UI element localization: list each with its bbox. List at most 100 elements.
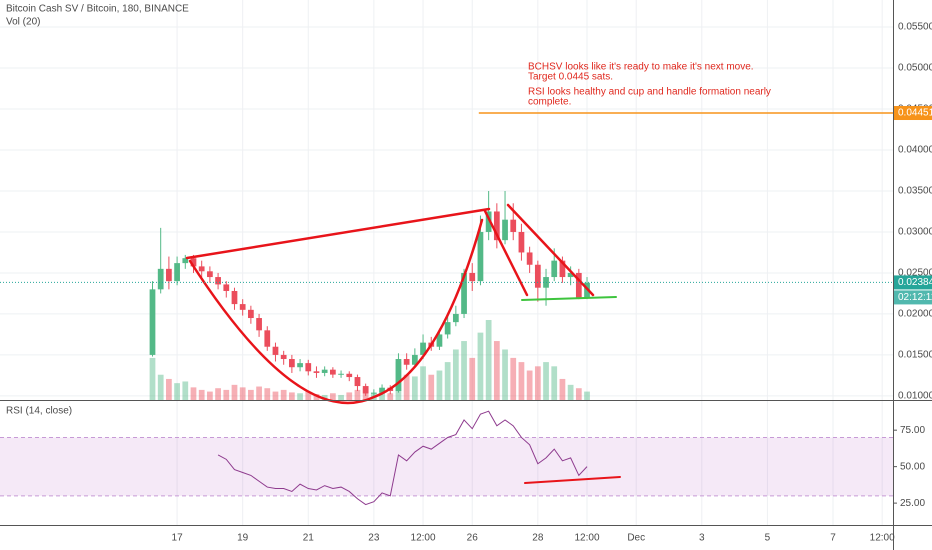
volume-bar bbox=[502, 349, 508, 400]
volume-bar bbox=[411, 376, 418, 400]
candle-body bbox=[379, 387, 385, 393]
x-tick-label: 28 bbox=[532, 533, 544, 544]
volume-bar bbox=[584, 391, 590, 400]
candle-body bbox=[215, 277, 221, 285]
x-tick-label: 5 bbox=[765, 533, 771, 544]
volume-bar bbox=[469, 357, 476, 400]
volume-bar bbox=[493, 341, 500, 400]
candle-body bbox=[518, 231, 525, 253]
candle-body bbox=[166, 268, 172, 282]
volume-bar bbox=[526, 370, 533, 400]
last-price-box bbox=[894, 275, 932, 290]
candle-body bbox=[502, 219, 508, 241]
target-label: 0.044512 bbox=[898, 108, 932, 119]
volume-bar bbox=[198, 389, 205, 400]
x-tick-label: 19 bbox=[237, 533, 249, 544]
volume-bar bbox=[223, 389, 230, 400]
x-tick-label: 3 bbox=[699, 533, 705, 544]
last-price-label: 0.023845 bbox=[898, 277, 932, 288]
candle-body bbox=[469, 272, 476, 282]
candle-body bbox=[575, 272, 582, 298]
candle-body bbox=[526, 252, 533, 265]
x-tick-label: 23 bbox=[368, 533, 380, 544]
candle-body bbox=[272, 346, 279, 355]
x-tick-label: Dec bbox=[627, 533, 645, 544]
annotation: complete. bbox=[528, 97, 571, 108]
candle-body bbox=[321, 369, 328, 373]
rsi-label: RSI (14, close) bbox=[6, 406, 72, 417]
volume-bar bbox=[313, 394, 320, 400]
cup-curve bbox=[188, 218, 484, 405]
candle-body bbox=[223, 284, 230, 291]
candle-body bbox=[485, 211, 492, 232]
candle-body bbox=[436, 334, 443, 347]
volume-bar bbox=[485, 320, 492, 400]
annotation: Target 0.0445 sats. bbox=[528, 72, 613, 83]
volume-bar bbox=[166, 378, 172, 400]
trend-line bbox=[185, 207, 491, 260]
volume-bar bbox=[190, 387, 197, 400]
y-tick-label: 0.055000 bbox=[898, 22, 932, 33]
volume-bar bbox=[231, 384, 238, 400]
volume-bar bbox=[559, 378, 566, 400]
candle-body bbox=[289, 359, 295, 368]
candle-body bbox=[338, 373, 344, 375]
volume-bar bbox=[518, 362, 525, 400]
volume-bar bbox=[452, 349, 459, 400]
volume-bar bbox=[551, 366, 558, 400]
volume-bar bbox=[305, 391, 312, 400]
rsi-band bbox=[0, 437, 893, 496]
volume-bar bbox=[346, 392, 353, 400]
candle-body bbox=[461, 272, 467, 314]
candle-body bbox=[362, 386, 369, 394]
candle-body bbox=[354, 377, 361, 387]
candle-body bbox=[534, 264, 541, 288]
volume-bar bbox=[477, 332, 484, 400]
volume-bar bbox=[149, 357, 156, 400]
volume-bar bbox=[329, 393, 336, 400]
volume-bar bbox=[575, 388, 582, 400]
candle-body bbox=[452, 313, 459, 323]
drawings bbox=[185, 203, 621, 484]
plot bbox=[149, 190, 590, 506]
volume-bar bbox=[321, 394, 328, 400]
volume-bar bbox=[256, 386, 262, 400]
candle-body bbox=[395, 359, 402, 391]
candle-body bbox=[567, 272, 574, 278]
candle-body bbox=[174, 263, 180, 282]
x-tick-label: 12:00 bbox=[870, 533, 895, 544]
volume-bar bbox=[387, 393, 394, 400]
candle-body bbox=[239, 304, 246, 310]
volume-bar bbox=[428, 374, 435, 400]
candle-body bbox=[370, 392, 377, 394]
volume-bar bbox=[289, 392, 295, 400]
rsi-line bbox=[217, 410, 588, 506]
candle-body bbox=[411, 354, 418, 365]
target-label-box bbox=[894, 106, 932, 121]
volume-label: Vol (20) bbox=[6, 17, 40, 28]
volume-bar bbox=[403, 374, 410, 400]
volume-bar bbox=[272, 391, 279, 400]
volume-bar bbox=[174, 383, 180, 400]
volume-bar bbox=[543, 362, 549, 400]
candle-body bbox=[264, 330, 271, 347]
rsi-tick-label: 75.00 bbox=[900, 425, 925, 436]
x-tick-label: 17 bbox=[172, 533, 184, 544]
volume-bar bbox=[436, 370, 443, 400]
volume-bar bbox=[534, 366, 541, 400]
grid bbox=[0, 0, 893, 525]
volume-bar bbox=[207, 391, 213, 400]
candle-body bbox=[403, 359, 410, 365]
candle-body bbox=[313, 371, 320, 373]
x-tick-label: 7 bbox=[830, 533, 836, 544]
candle-body bbox=[207, 271, 213, 278]
candle-body bbox=[231, 290, 238, 305]
candle-body bbox=[329, 369, 336, 375]
